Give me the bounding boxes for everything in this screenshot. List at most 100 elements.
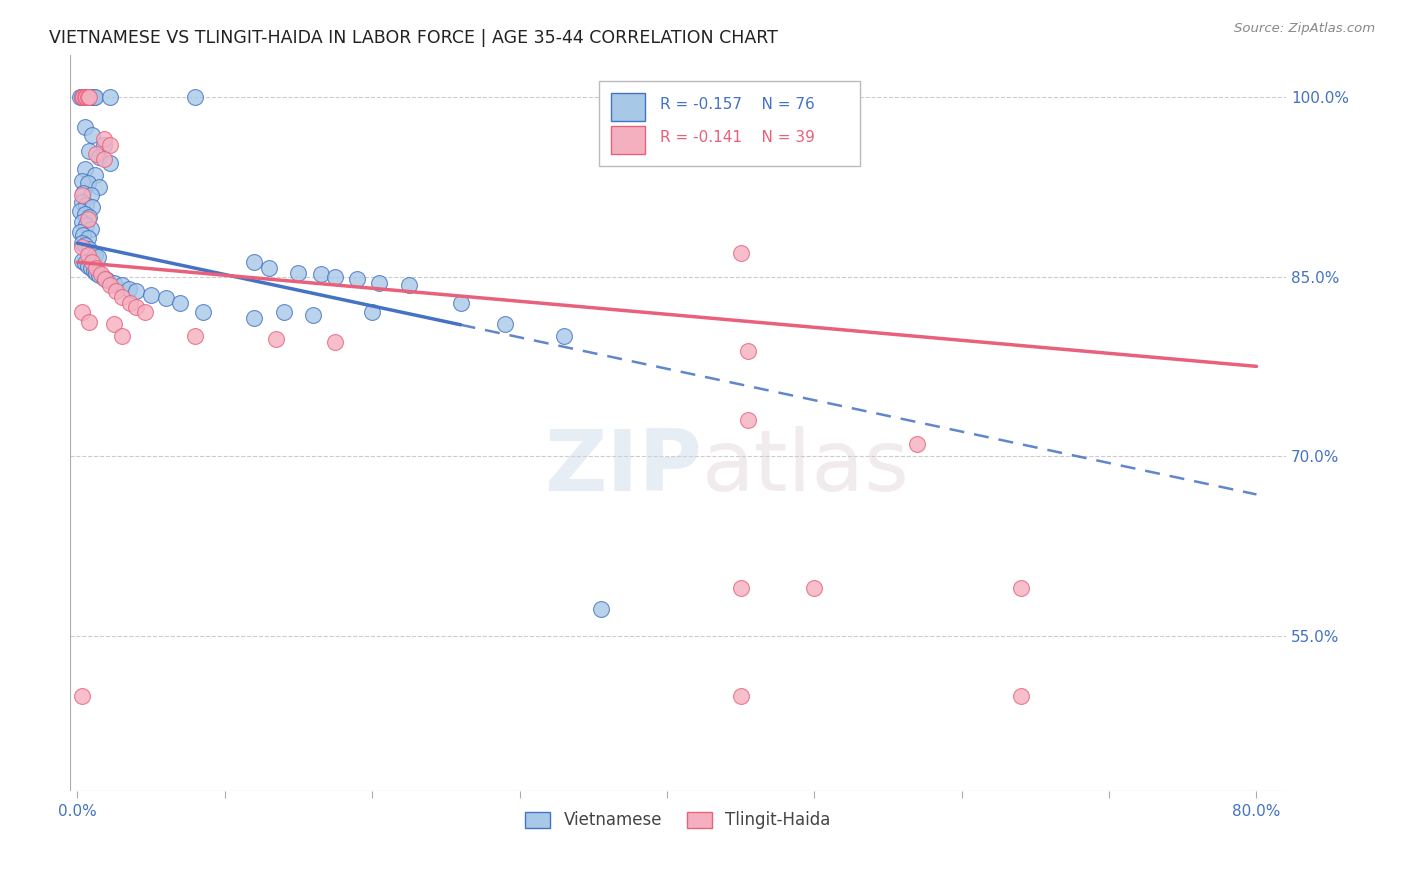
Point (398, 277, 420, 292)
Point (257, 261, 280, 276)
Point (803, 581, 825, 595)
Point (450, 296, 472, 310)
Point (86, 266, 108, 280)
Point (361, 305, 384, 319)
Text: R = -0.157    N = 76: R = -0.157 N = 76 (659, 97, 814, 112)
Point (79, 188, 101, 202)
Point (98, 277, 121, 292)
Point (77, 242, 100, 256)
Point (70, 235, 93, 250)
Point (77, 210, 100, 224)
Point (110, 277, 132, 292)
Point (103, 318, 125, 332)
Point (120, 296, 142, 310)
Point (72, 186, 94, 200)
Point (110, 329, 132, 343)
Point (83, 263, 105, 277)
Legend: Vietnamese, Tlingit-Haida: Vietnamese, Tlingit-Haida (519, 805, 838, 836)
Point (73, 207, 96, 221)
Point (110, 290, 132, 304)
Point (84, 168, 107, 182)
Point (125, 284, 148, 298)
Point (80, 200, 103, 214)
Point (72, 90, 94, 104)
Point (70, 240, 93, 254)
Point (69, 203, 91, 218)
Point (118, 281, 141, 295)
Point (86, 147, 108, 161)
Point (93, 153, 115, 167)
FancyBboxPatch shape (612, 93, 645, 120)
Point (553, 329, 575, 343)
Point (76, 259, 98, 273)
Point (1010, 581, 1032, 595)
Point (76, 231, 98, 245)
Point (75, 90, 97, 104)
Text: VIETNAMESE VS TLINGIT-HAIDA IN LABOR FORCE | AGE 35-44 CORRELATION CHART: VIETNAMESE VS TLINGIT-HAIDA IN LABOR FOR… (49, 29, 778, 46)
Point (80, 90, 103, 104)
Point (98, 137, 121, 152)
Point (93, 132, 115, 146)
Point (75, 90, 97, 104)
Text: ZIP: ZIP (544, 425, 702, 508)
Point (75, 198, 97, 212)
Point (368, 276, 391, 290)
Point (70, 254, 93, 268)
Point (103, 276, 125, 290)
Point (76, 90, 98, 104)
Text: R = -0.141    N = 39: R = -0.141 N = 39 (659, 130, 814, 145)
Point (589, 602, 612, 616)
Point (76, 176, 98, 190)
Point (155, 291, 177, 305)
Point (346, 272, 368, 286)
Point (83, 90, 105, 104)
Point (90, 267, 112, 281)
Point (96, 273, 118, 287)
Point (93, 270, 115, 285)
Point (76, 248, 98, 262)
Point (323, 269, 346, 284)
Point (77, 144, 100, 158)
FancyBboxPatch shape (612, 126, 645, 153)
Point (125, 300, 148, 314)
Point (75, 218, 97, 232)
Point (80, 128, 103, 143)
Point (69, 90, 91, 104)
Point (79, 90, 101, 104)
Point (266, 332, 288, 346)
Point (169, 296, 191, 310)
Point (89, 179, 111, 194)
Point (730, 581, 752, 595)
Point (70, 174, 93, 188)
Point (70, 188, 93, 202)
Point (69, 225, 91, 239)
Point (98, 156, 121, 170)
Point (309, 267, 332, 281)
Point (737, 343, 759, 358)
Point (84, 90, 107, 104)
Point (77, 90, 100, 104)
Point (86, 261, 108, 276)
Point (80, 245, 103, 260)
Text: Source: ZipAtlas.com: Source: ZipAtlas.com (1234, 22, 1375, 36)
Point (1010, 689, 1032, 703)
Point (72, 227, 94, 242)
Point (73, 90, 96, 104)
Point (80, 255, 103, 269)
Point (737, 413, 759, 427)
Point (84, 248, 107, 262)
Point (77, 315, 100, 329)
FancyBboxPatch shape (599, 81, 860, 166)
Point (94, 272, 117, 286)
Point (134, 305, 156, 319)
Point (73, 256, 96, 270)
Text: atlas: atlas (702, 425, 910, 508)
Point (87, 251, 110, 265)
Point (73, 90, 96, 104)
Point (243, 311, 266, 326)
Point (73, 238, 96, 252)
Point (302, 308, 325, 322)
Point (98, 90, 121, 104)
Point (70, 90, 93, 104)
Point (139, 287, 162, 301)
